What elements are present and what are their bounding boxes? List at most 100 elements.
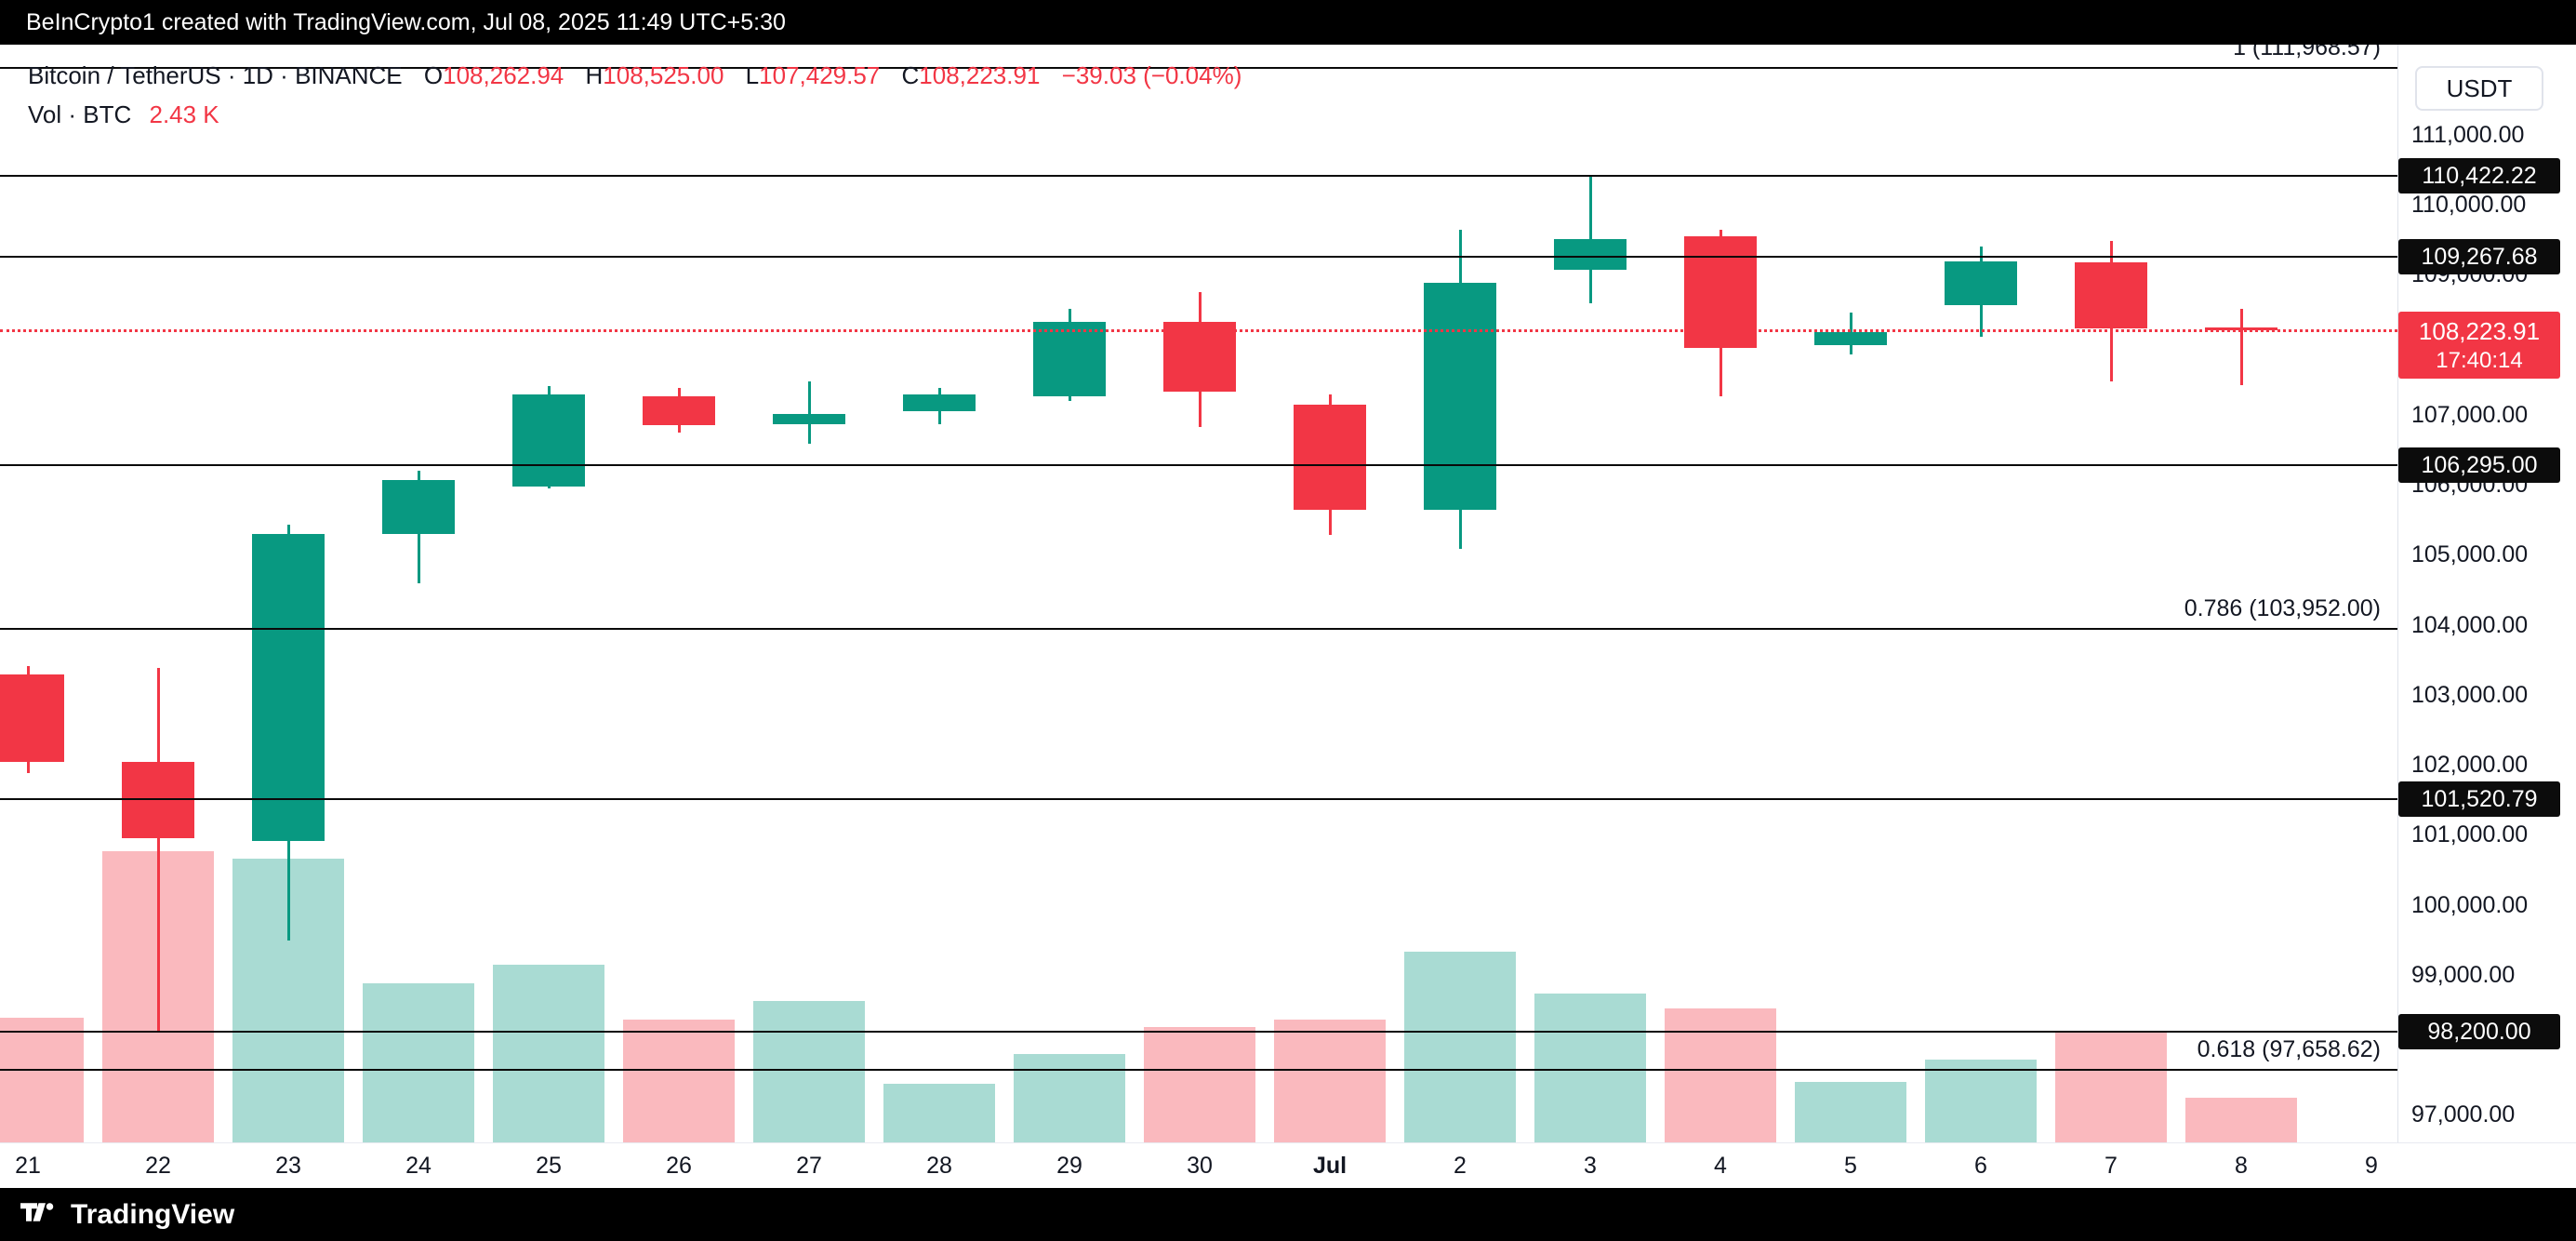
current-price-value: 108,223.91 xyxy=(2418,316,2541,345)
price-level-line xyxy=(0,463,2397,466)
time-axis-label: 4 xyxy=(1714,1153,1727,1179)
time-axis-label: 21 xyxy=(15,1153,41,1179)
candle-body xyxy=(0,674,64,762)
price-tick-label: 107,000.00 xyxy=(2411,401,2529,428)
volume-bar xyxy=(623,1020,735,1142)
fib-level-line xyxy=(0,628,2397,631)
candle-body xyxy=(643,395,715,426)
close-value: 108,223.91 xyxy=(919,61,1041,89)
candle-body xyxy=(252,534,325,841)
volume-bar xyxy=(1144,1026,1255,1142)
ohlc-row: Bitcoin / TetherUS · 1D · BINANCE O108,2… xyxy=(28,56,1242,95)
attribution-bar: BeInCrypto1 created with TradingView.com… xyxy=(0,0,2576,45)
time-axis-label: 2 xyxy=(1454,1153,1467,1179)
open-value: 108,262.94 xyxy=(443,61,564,89)
time-axis-label: 27 xyxy=(796,1153,822,1179)
price-level-line xyxy=(0,256,2397,259)
change-value: −39.03 (−0.04%) xyxy=(1061,61,1242,89)
volume-bar xyxy=(1795,1082,1906,1142)
price-level-badge: 110,422.22 xyxy=(2398,158,2560,194)
price-level-badge: 109,267.68 xyxy=(2398,239,2560,275)
tradingview-logo-text: TradingView xyxy=(71,1198,235,1230)
candle-body xyxy=(1163,322,1236,392)
candle-body xyxy=(382,480,455,534)
symbol-descriptor[interactable]: Bitcoin / TetherUS · 1D · BINANCE xyxy=(28,61,403,89)
candle-body xyxy=(903,394,976,411)
countdown-timer: 17:40:14 xyxy=(2436,347,2523,373)
open-group: O108,262.94 xyxy=(424,61,564,89)
volume-bar xyxy=(363,982,474,1142)
price-axis[interactable]: USDT 111,000.00 110,000.00 109,000.00 107,0… xyxy=(2397,45,2576,1188)
symbol-legend: Bitcoin / TetherUS · 1D · BINANCE O108,2… xyxy=(28,56,1242,134)
fib-level-line xyxy=(0,1068,2397,1071)
time-axis-label: Jul xyxy=(1312,1153,1348,1179)
close-group: C108,223.91 xyxy=(902,61,1041,89)
candle-wick xyxy=(156,667,160,1032)
time-axis-label: 24 xyxy=(405,1153,432,1179)
volume-bar xyxy=(1665,1008,1776,1142)
fib-level-label: 0.618 (97,658.62) xyxy=(2197,1035,2381,1062)
current-price-line xyxy=(0,328,2397,332)
time-axis-label: 5 xyxy=(1844,1153,1857,1179)
low-value: 107,429.57 xyxy=(759,61,881,89)
candle-body xyxy=(2205,327,2277,330)
time-axis-label: 25 xyxy=(536,1153,562,1179)
high-group: H108,525.00 xyxy=(586,61,724,89)
price-tick-label: 110,000.00 xyxy=(2411,192,2527,219)
time-axis-label: 22 xyxy=(145,1153,171,1179)
candle-body xyxy=(1945,260,2017,305)
fib-level-label: 0.786 (103,952.00) xyxy=(2184,595,2381,622)
price-tick-label: 101,000.00 xyxy=(2411,821,2529,848)
current-price-badge: 108,223.91 17:40:14 xyxy=(2398,311,2560,379)
tradingview-logo-icon xyxy=(20,1202,54,1221)
open-label: O xyxy=(423,61,444,89)
candle-body xyxy=(1554,239,1627,270)
time-axis-label: 30 xyxy=(1187,1153,1213,1179)
high-label: H xyxy=(585,61,604,89)
price-level-line xyxy=(0,175,2397,178)
high-value: 108,525.00 xyxy=(603,61,724,89)
candle-body xyxy=(773,414,845,424)
candle-body xyxy=(1814,331,1887,345)
volume-bar xyxy=(493,964,604,1142)
fib-level-line xyxy=(0,66,2397,69)
time-axis[interactable]: 21 22 23 24 25 26 27 28 29 30 Jul 2 3 4 5 6 7 8 9 xyxy=(0,1142,2576,1188)
volume-row: Vol · BTC 2.43 K xyxy=(28,95,1242,134)
candle-body xyxy=(1294,404,1366,510)
tradingview-logo[interactable]: TradingView xyxy=(20,1199,234,1231)
footer-bar: TradingView xyxy=(0,1188,2576,1241)
candle-body xyxy=(512,394,585,487)
volume-bar xyxy=(2185,1098,2297,1142)
price-tick-label: 99,000.00 xyxy=(2411,961,2516,988)
time-axis-label: 26 xyxy=(666,1153,692,1179)
candle-body xyxy=(1424,282,1496,510)
time-axis-label: 23 xyxy=(275,1153,301,1179)
price-tick-label: 103,000.00 xyxy=(2411,681,2529,708)
volume-bar xyxy=(753,1001,865,1142)
time-axis-label: 3 xyxy=(1584,1153,1597,1179)
chart-plot-area[interactable]: 1 (111,968.57) 0.786 (103,952.00) 0.618 (9… xyxy=(0,45,2397,1142)
volume-bar xyxy=(2055,1032,2167,1142)
time-axis-label: 6 xyxy=(1974,1153,1987,1179)
price-tick-label: 111,000.00 xyxy=(2411,121,2525,148)
close-label: C xyxy=(901,61,920,89)
price-tick-label: 105,000.00 xyxy=(2411,541,2529,568)
candle-body xyxy=(1033,322,1106,396)
volume-bar xyxy=(1404,952,1516,1142)
volume-bar xyxy=(1014,1054,1125,1142)
time-axis-label: 28 xyxy=(926,1153,952,1179)
currency-toggle-button[interactable]: USDT xyxy=(2415,66,2543,111)
volume-label: Vol · BTC xyxy=(28,100,132,128)
low-label: L xyxy=(745,61,760,89)
candle-wick xyxy=(2239,309,2243,386)
candle-body xyxy=(2075,262,2147,328)
volume-bar xyxy=(1925,1060,2037,1142)
price-level-badge: 106,295.00 xyxy=(2398,447,2560,483)
candle-wick xyxy=(807,381,811,444)
time-axis-label: 8 xyxy=(2235,1153,2248,1179)
volume-bar xyxy=(1274,1020,1386,1142)
price-level-line xyxy=(0,798,2397,801)
price-tick-label: 97,000.00 xyxy=(2411,1101,2516,1128)
price-tick-label: 104,000.00 xyxy=(2411,611,2529,638)
